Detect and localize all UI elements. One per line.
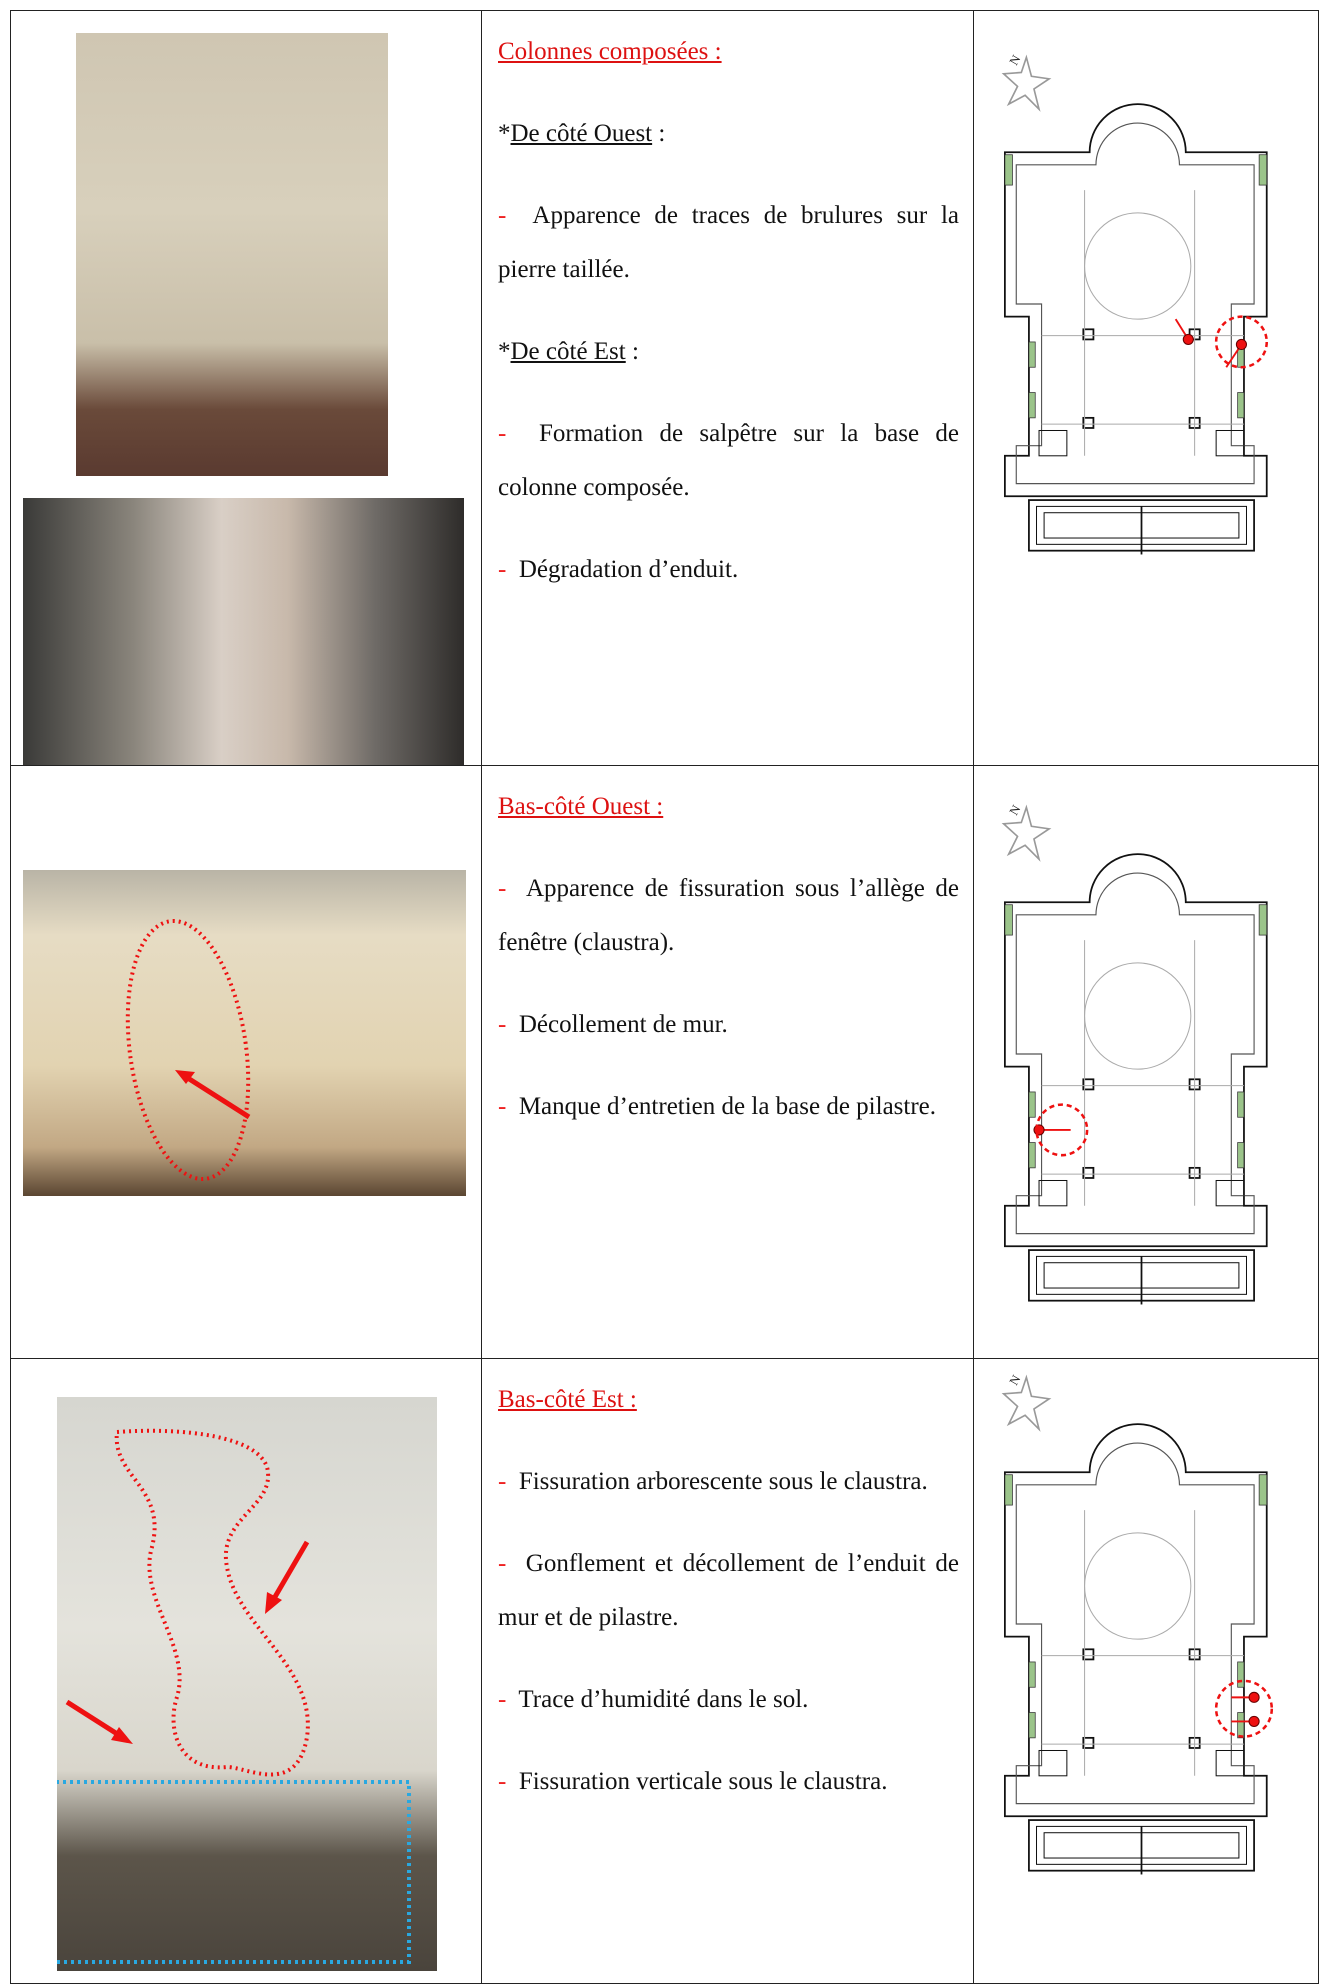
photo-annotation xyxy=(125,919,251,1181)
photo xyxy=(23,498,464,765)
photo xyxy=(76,33,388,476)
plan: N xyxy=(1001,801,1282,1312)
section-heading: Bas-côté Est : xyxy=(498,1386,637,1413)
paragraph: - Trace d’humidité dans le sol. xyxy=(498,1673,959,1727)
paragraph: - Décollement de mur. xyxy=(498,998,959,1052)
north-label: N xyxy=(1007,53,1024,68)
item-text: Décollement de mur. xyxy=(518,1011,728,1038)
paragraph: - Gonflement et décollement de l’enduit … xyxy=(498,1537,959,1645)
dash: - xyxy=(498,1468,507,1495)
north-label: N xyxy=(1007,1373,1024,1388)
photo xyxy=(47,1397,437,1971)
item-text: Formation de salpêtre sur la base de col… xyxy=(498,420,959,501)
plan-marker xyxy=(1248,1715,1260,1727)
plan-marker xyxy=(1235,338,1248,351)
paragraph: *De côté Ouest : xyxy=(498,107,959,161)
dash: - xyxy=(498,1550,507,1577)
paragraph: - Fissuration verticale sous le claustra… xyxy=(498,1755,959,1809)
item-text: Fissuration arborescente sous le claustr… xyxy=(518,1468,928,1495)
plan: N xyxy=(1001,51,1282,562)
north-label: N xyxy=(1007,803,1024,818)
plan-marker xyxy=(1214,315,1268,369)
paragraph: - Apparence de traces de brulures sur la… xyxy=(498,189,959,297)
plan-marker xyxy=(1182,333,1194,345)
item-text: Trace d’humidité dans le sol. xyxy=(518,1686,809,1713)
paragraph: - Formation de salpêtre sur la base de c… xyxy=(498,407,959,515)
dash: - xyxy=(498,202,507,229)
section-heading: Colonnes composées : xyxy=(498,38,722,65)
floor-plan: N xyxy=(1001,803,1268,1305)
paragraph: - Dégradation d’enduit. xyxy=(498,543,959,597)
paragraph: - Manque d’entretien de la base de pilas… xyxy=(498,1080,959,1134)
floor-plan: N xyxy=(1001,53,1268,555)
text-cell: Colonnes composées : *De côté Ouest :- Ap… xyxy=(481,10,974,766)
paragraph: - Apparence de fissuration sous l’allège… xyxy=(498,862,959,970)
item-text: Dégradation d’enduit. xyxy=(518,556,739,583)
item-text: Apparence de fissuration sous l’allège d… xyxy=(498,875,959,956)
item-text: Apparence de traces de brulures sur la p… xyxy=(498,202,960,283)
text-cell: Bas-côté Est : - Fissuration arborescente… xyxy=(481,1358,974,1984)
marker: * xyxy=(498,120,511,147)
section-heading: Bas-côté Ouest : xyxy=(498,793,664,820)
dash: - xyxy=(498,1768,507,1795)
dash: - xyxy=(498,875,507,902)
item-text: Fissuration verticale sous le claustra. xyxy=(518,1768,888,1795)
plan: N xyxy=(1001,1371,1282,1882)
plan-marker xyxy=(1248,1691,1260,1703)
dash: - xyxy=(498,556,507,583)
dash: - xyxy=(498,1093,507,1120)
paragraph: *De côté Est : xyxy=(498,325,959,379)
dash: - xyxy=(498,420,507,447)
subheading: De côté Ouest xyxy=(510,120,653,147)
marker: * xyxy=(498,338,511,365)
photo xyxy=(23,870,466,1196)
plan-marker xyxy=(1214,1679,1274,1738)
plan-marker xyxy=(1035,1103,1089,1157)
dash: - xyxy=(498,1686,507,1713)
text-cell: Bas-côté Ouest : - Apparence de fissurati… xyxy=(481,765,974,1359)
subheading: De côté Est xyxy=(510,338,626,365)
paragraph: - Fissuration arborescente sous le claus… xyxy=(498,1455,959,1509)
item-text: Manque d’entretien de la base de pilastr… xyxy=(518,1093,937,1120)
suffix: : xyxy=(625,338,639,365)
photo-annotation xyxy=(47,1428,411,1964)
floor-plan: N xyxy=(1001,1373,1274,1875)
item-text: Gonflement et décollement de l’enduit de… xyxy=(498,1550,960,1631)
suffix: : xyxy=(652,120,666,147)
dash: - xyxy=(498,1011,507,1038)
